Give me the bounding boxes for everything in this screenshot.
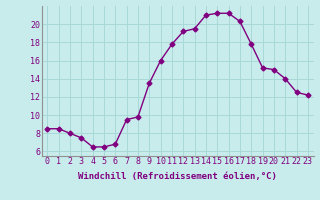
X-axis label: Windchill (Refroidissement éolien,°C): Windchill (Refroidissement éolien,°C) <box>78 172 277 181</box>
